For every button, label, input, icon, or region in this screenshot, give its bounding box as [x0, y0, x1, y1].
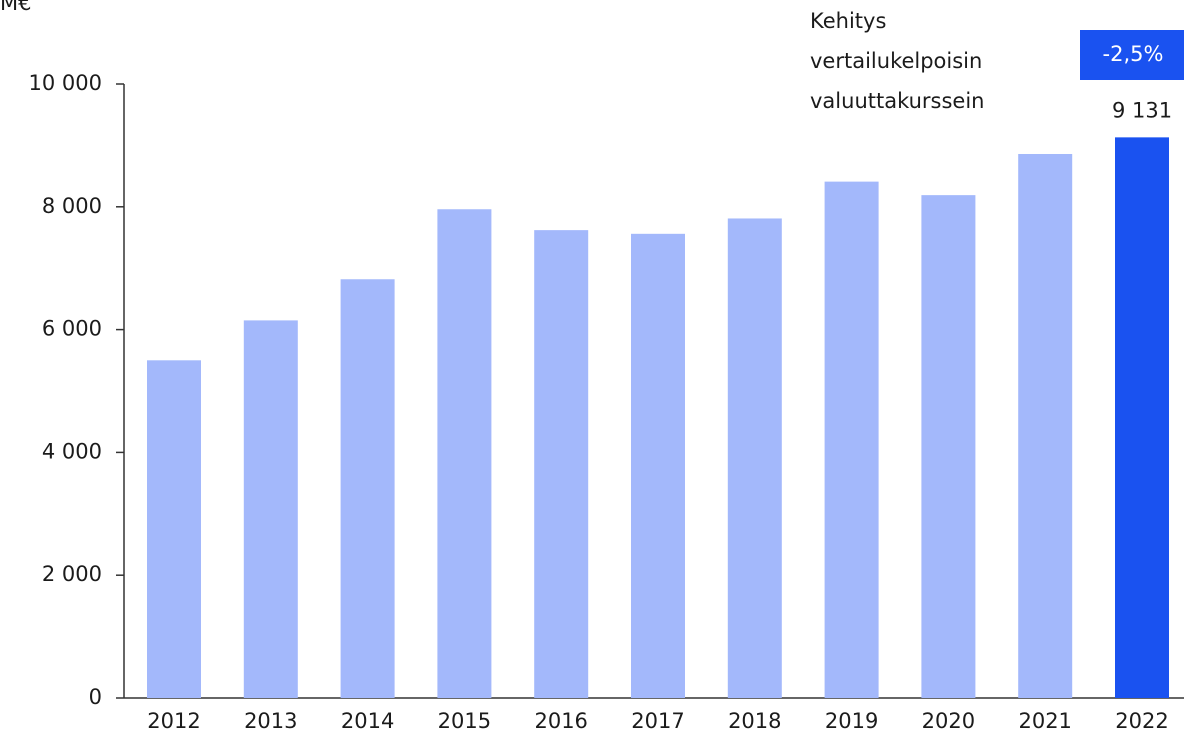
- x-tick-label: 2019: [825, 709, 878, 733]
- annotation: vertailukelpoisin: [810, 49, 982, 73]
- x-tick-label: 2018: [728, 709, 781, 733]
- annotation: Kehitys: [810, 9, 886, 33]
- y-tick-label: 0: [89, 685, 102, 709]
- y-tick-label: 8 000: [42, 194, 102, 218]
- y-tick-label: 2 000: [42, 562, 102, 586]
- bar: [921, 195, 976, 698]
- badge: [1080, 30, 1184, 80]
- bar: [824, 181, 879, 699]
- y-tick-label: 10 000: [29, 71, 102, 95]
- y-tick-label: 4 000: [42, 439, 102, 463]
- value-label: 9 131: [1112, 98, 1172, 122]
- bar: [243, 320, 298, 698]
- x-tick-label: 2014: [341, 709, 394, 733]
- x-tick-label: 2020: [922, 709, 975, 733]
- annotation: valuuttakurssein: [810, 89, 985, 113]
- x-tick-label: 2013: [244, 709, 297, 733]
- bar: [1115, 137, 1169, 699]
- bar: [631, 233, 685, 699]
- x-tick-label: 2015: [438, 709, 491, 733]
- x-tick-label: 2021: [1018, 709, 1071, 733]
- x-tick-label: 2016: [534, 709, 587, 733]
- bar: [437, 209, 492, 699]
- bar: [340, 279, 395, 698]
- bar: [727, 218, 782, 698]
- y-tick-label: 6 000: [42, 317, 102, 341]
- x-tick-label: 2012: [147, 709, 200, 733]
- bar: [1018, 153, 1073, 699]
- bar: [534, 230, 589, 698]
- y-axis-label: M€: [0, 0, 31, 15]
- bar: [147, 360, 201, 698]
- x-tick-label: 2017: [631, 709, 684, 733]
- x-tick-label: 2022: [1115, 709, 1168, 733]
- badge-label: -2,5%: [1103, 42, 1164, 66]
